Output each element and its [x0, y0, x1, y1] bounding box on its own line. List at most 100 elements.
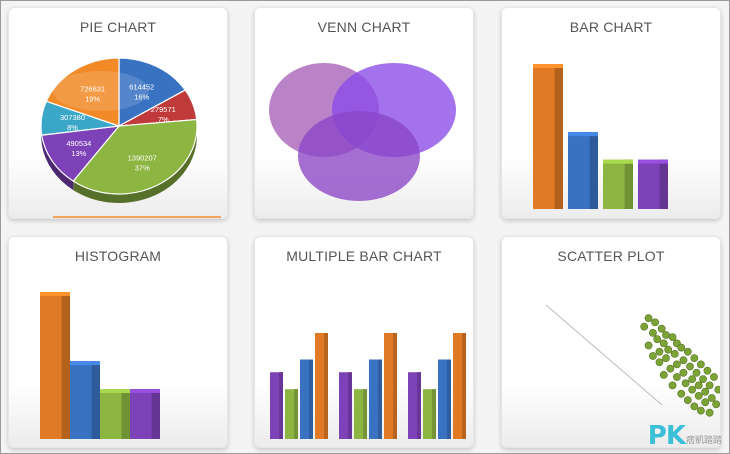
pie-slice-pct-label-4: 8% — [67, 123, 78, 132]
multiple-bar-chart-card[interactable]: MULTIPLE BAR CHART — [254, 236, 474, 448]
bar-chart-bar-2 — [603, 159, 633, 209]
scatter-trend-line — [545, 304, 663, 406]
histogram-bar-1 — [70, 361, 100, 439]
pie-slice-value-label-5: 726631 — [80, 84, 105, 93]
scatter-point-37 — [688, 385, 697, 394]
scatter-point-21 — [672, 360, 681, 369]
watermark-subtext: 痞凱踏踏 — [685, 435, 722, 445]
scatter-plot-card[interactable]: SCATTER PLOT — [501, 236, 721, 448]
histogram-card[interactable]: HISTOGRAM — [8, 236, 228, 448]
venn-chart-title: VENN CHART — [317, 19, 411, 35]
multi-bar-g1-s3 — [384, 333, 397, 439]
scatter-point-28 — [659, 370, 668, 379]
pie-gloss — [53, 71, 149, 111]
multi-bar-g1-s1 — [354, 389, 367, 439]
pie-slice-value-label-4: 307380 — [60, 113, 85, 122]
scatter-point-34 — [694, 381, 703, 390]
scatter-point-0 — [644, 314, 653, 323]
pie-slice-value-label-3: 490534 — [66, 139, 91, 148]
pie-slice-pct-label-0: 16% — [134, 92, 149, 101]
pie-slice-side-2 — [73, 126, 197, 203]
scatter-point-41 — [694, 391, 703, 400]
scatter-point-42 — [707, 394, 716, 402]
multi-bar-g2-s2 — [438, 359, 451, 439]
multi-bar-g2-s1 — [423, 389, 436, 439]
scatter-point-12 — [677, 343, 686, 352]
bar-chart — [533, 64, 668, 209]
pie-slice-3 — [41, 125, 121, 182]
bar-chart-bar-3 — [638, 159, 668, 209]
scatter-point-32 — [710, 373, 718, 381]
scatter-point-26 — [692, 368, 701, 377]
multi-bar-g2-s3 — [453, 333, 466, 439]
scatter-point-29 — [672, 373, 681, 381]
scatter-point-23 — [696, 360, 705, 369]
bar-chart-bar-1 — [568, 132, 598, 209]
scatter-point-44 — [701, 398, 710, 407]
scatter-point-3 — [657, 324, 666, 333]
scatter-point-30 — [688, 375, 697, 383]
pie-slice-pct-label-1: 7% — [158, 115, 169, 124]
scatter-point-43 — [683, 396, 692, 404]
scatter-point-20 — [655, 358, 664, 367]
pie-card-underline — [53, 216, 221, 218]
scatter-point-24 — [666, 364, 675, 373]
pie-slice-side-3 — [41, 135, 74, 191]
scatter-point-7 — [668, 333, 677, 341]
watermark-logo-text: PK — [647, 421, 686, 451]
scatter-point-13 — [655, 347, 664, 356]
scatter-point-35 — [705, 381, 714, 390]
scatter-point-22 — [686, 362, 694, 371]
pie-slice-pct-label-3: 13% — [71, 149, 86, 158]
pie-slice-5 — [45, 57, 120, 127]
scatter-point-36 — [668, 381, 677, 390]
multiple-bar-chart-title: MULTIPLE BAR CHART — [286, 248, 442, 264]
scatter-point-15 — [683, 347, 692, 356]
scatter-point-18 — [679, 356, 688, 365]
histogram-bar-0 — [40, 292, 70, 439]
bar-chart-card[interactable]: BAR CHART — [501, 7, 721, 219]
scatter-point-8 — [659, 339, 668, 348]
venn-chart-card[interactable]: VENN CHART — [254, 7, 474, 219]
scatter-point-39 — [714, 385, 720, 394]
pie-slice-value-label-1: 279571 — [151, 105, 176, 114]
scatter-plot — [545, 304, 720, 417]
scatter-point-10 — [644, 341, 653, 350]
histogram-chart — [40, 292, 160, 439]
scatter-point-45 — [690, 402, 699, 411]
histogram-title: HISTOGRAM — [74, 248, 162, 264]
scatter-point-31 — [699, 375, 707, 383]
pie-chart-card[interactable]: PIE CHART 614452 16% 279571 7% 1390207 37% 490… — [8, 7, 228, 219]
multi-bar-g0-s3 — [315, 333, 328, 439]
scatter-point-16 — [649, 352, 657, 360]
multiple-bar-chart — [270, 333, 466, 439]
scatter-point-19 — [690, 354, 699, 362]
scatter-point-40 — [677, 389, 686, 398]
pie-slice-value-label-2: 1390207 — [128, 153, 157, 162]
scatter-point-47 — [696, 406, 705, 415]
pie-slice-pct-label-5: 19% — [85, 94, 100, 103]
scatter-point-2 — [640, 322, 649, 331]
pie-slice-0 — [118, 57, 187, 128]
pie-slice-2 — [72, 118, 198, 195]
scatter-point-5 — [662, 331, 670, 339]
scatter-point-46 — [712, 400, 720, 409]
multi-bar-g2-s0 — [408, 372, 421, 439]
bar-chart-bar-0 — [533, 64, 563, 209]
venn-set-c — [298, 111, 420, 201]
histogram-bar-2 — [100, 389, 130, 439]
pie-slice-value-label-0: 614452 — [129, 82, 154, 91]
scatter-point-38 — [701, 387, 710, 396]
multi-bar-g0-s0 — [270, 372, 283, 439]
multi-bar-g1-s2 — [369, 359, 382, 439]
scatter-point-33 — [681, 379, 690, 388]
multi-bar-g1-s0 — [339, 372, 352, 439]
pie-chart-title: PIE CHART — [79, 19, 157, 35]
scatter-point-17 — [662, 354, 670, 362]
scatter-plot-title: SCATTER PLOT — [557, 248, 665, 264]
pk-watermark-logo: PK 痞凱踏踏 — [648, 423, 722, 449]
scatter-point-25 — [679, 368, 688, 377]
scatter-point-27 — [703, 366, 712, 375]
histogram-bar-3 — [130, 389, 160, 439]
